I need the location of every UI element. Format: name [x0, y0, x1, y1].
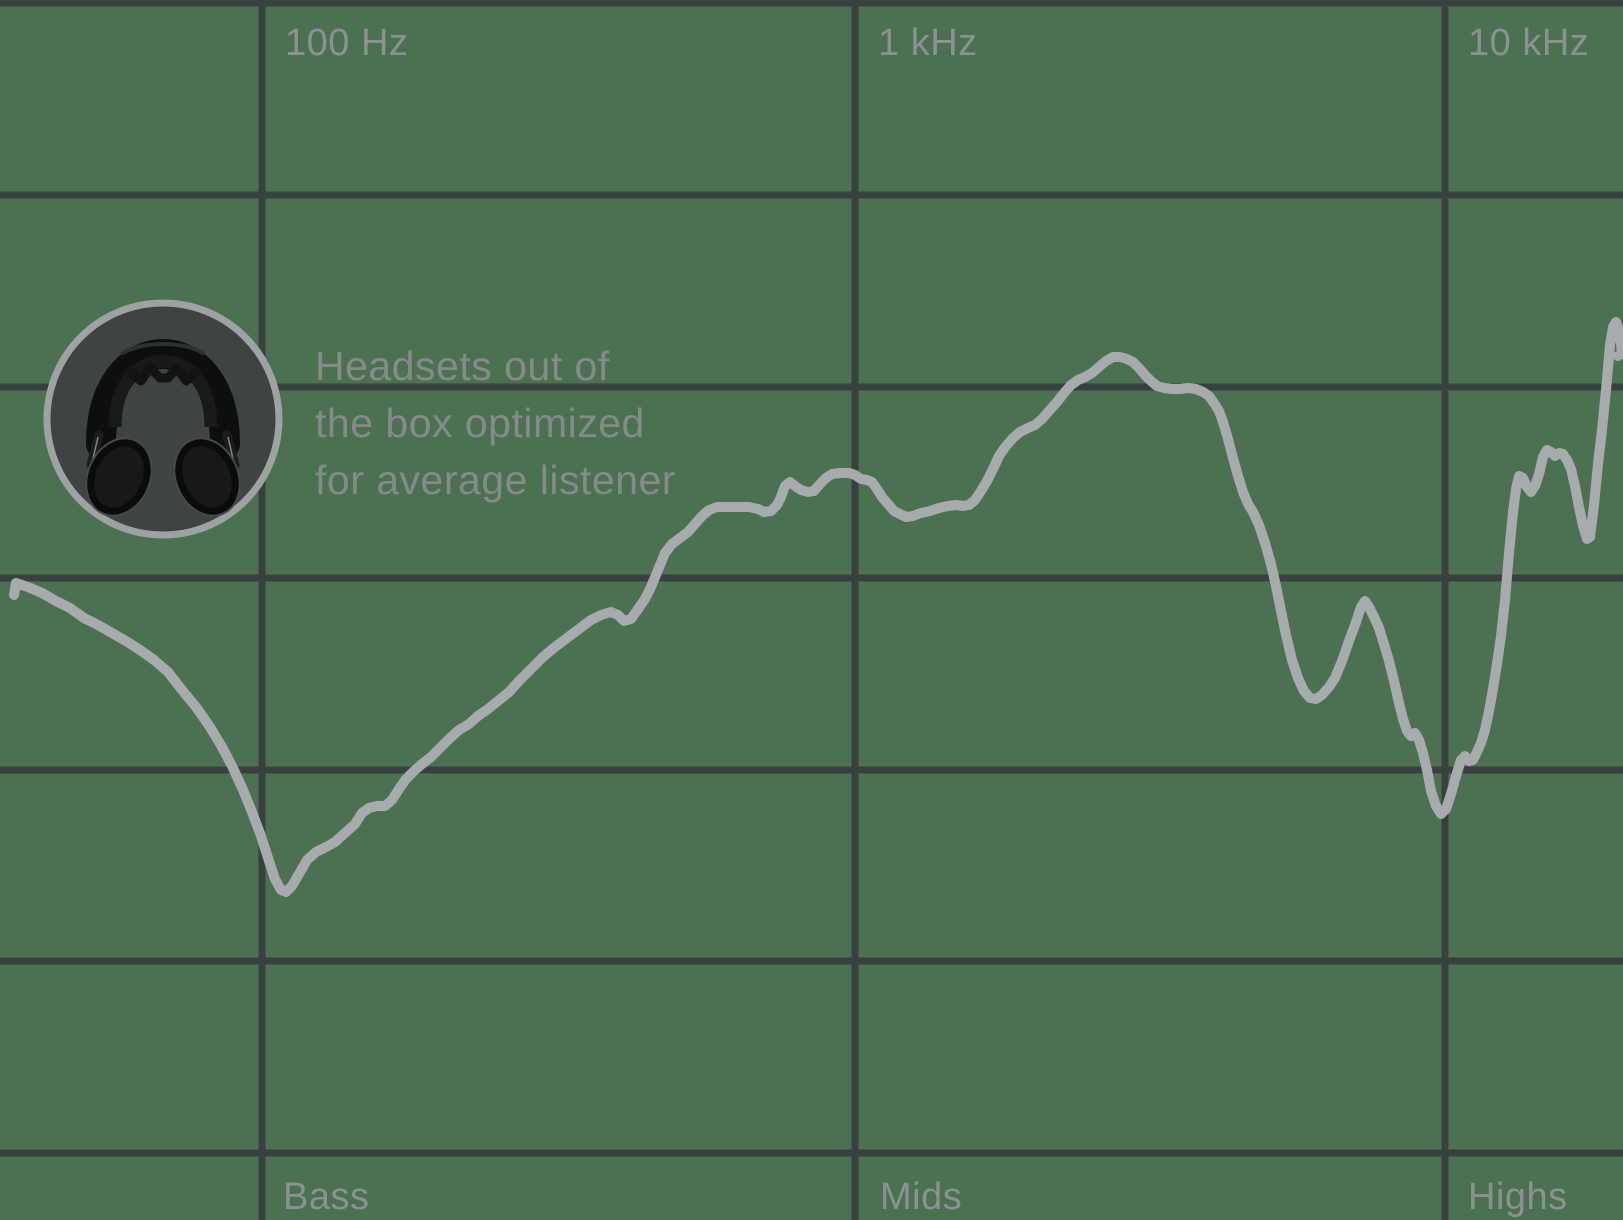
annotation-line: Headsets out of [315, 343, 610, 389]
annotation-line: the box optimized [315, 400, 645, 446]
frequency-response-curve [9, 317, 1623, 897]
headphones-icon [85, 339, 241, 517]
band-label-highs: Highs [1468, 1176, 1568, 1218]
x-tick-label-1khz: 1 kHz [878, 22, 978, 64]
chart-annotation: Headsets out of the box optimized for av… [315, 338, 676, 509]
curve-end-dot [1613, 351, 1623, 361]
band-label-mids: Mids [880, 1176, 963, 1218]
x-tick-label-10khz: 10 kHz [1468, 22, 1590, 64]
annotation-line: for average listener [315, 457, 676, 503]
band-label-bass: Bass [283, 1176, 370, 1218]
x-tick-label-100hz: 100 Hz [285, 22, 409, 64]
